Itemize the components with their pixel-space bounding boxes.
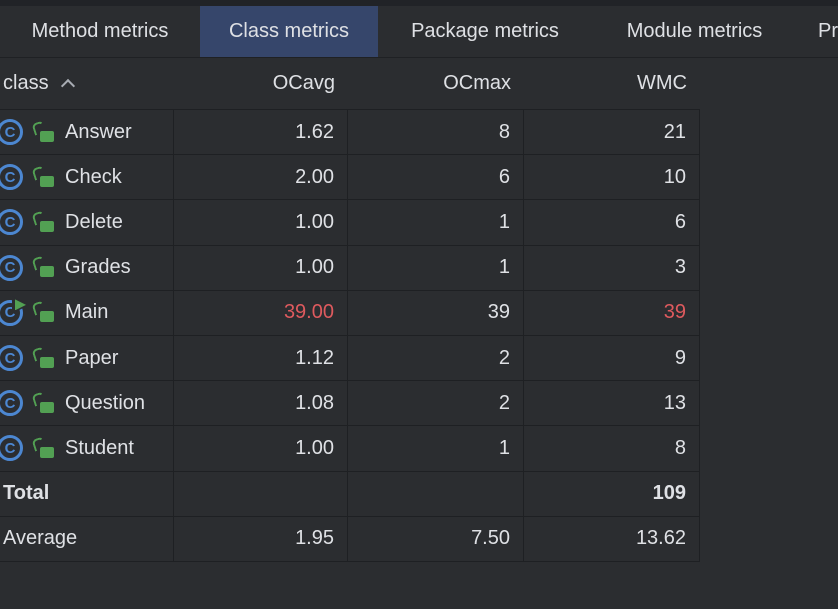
ocavg-value-cell: 1.00: [174, 200, 348, 245]
open-lock-icon: [33, 257, 54, 278]
table-row[interactable]: C Main 39.00 39 39: [0, 290, 700, 336]
ocavg-value-cell: 1.12: [174, 335, 348, 381]
column-header-ocmax[interactable]: OCmax: [443, 72, 511, 94]
ocavg-value-cell: 2.00: [174, 155, 348, 200]
class-name-cell: C Grades: [0, 245, 174, 290]
ocmax-value-cell: 6: [348, 155, 524, 200]
wmc-summary-cell: 13.62: [524, 516, 700, 561]
class-metrics-table: class OCavg OCmax WMC C Answer 1.62 8 21…: [0, 58, 700, 562]
ocavg-summary-cell: [174, 471, 348, 516]
class-icon: C: [0, 119, 23, 146]
summary-row[interactable]: Total 109: [0, 471, 700, 517]
ocavg-value-cell: 1.62: [174, 110, 348, 155]
wmc-value-cell: 9: [524, 335, 700, 381]
wmc-value-cell: 3: [524, 245, 700, 290]
class-name-label: Student: [65, 436, 134, 459]
ocmax-value-cell: 39: [348, 290, 524, 335]
metrics-tab-bar: Method metrics Class metrics Package met…: [0, 6, 838, 58]
table-summary: Total 109 Average 1.95 7.50 13.62: [0, 471, 700, 562]
ocavg-value-cell: 1.08: [174, 381, 348, 426]
tab-method-metrics[interactable]: Method metrics: [31, 20, 169, 42]
table-row[interactable]: C Question 1.08 2 13: [0, 381, 700, 427]
open-lock-icon: [33, 212, 54, 233]
summary-row[interactable]: Average 1.95 7.50 13.62: [0, 516, 700, 562]
wmc-value-cell: 6: [524, 200, 700, 245]
open-lock-icon: [33, 167, 54, 188]
summary-label: Total: [3, 482, 50, 505]
window-top-edge: [0, 0, 838, 6]
open-lock-icon: [33, 122, 54, 143]
table-row[interactable]: C Grades 1.00 1 3: [0, 245, 700, 291]
class-name-label: Delete: [65, 210, 123, 233]
ocavg-value-cell: 1.00: [174, 245, 348, 290]
class-icon: C: [0, 295, 29, 326]
class-icon: C: [0, 435, 23, 462]
table-row[interactable]: C Answer 1.62 8 21: [0, 110, 700, 156]
class-name-cell: C Check: [0, 155, 174, 200]
ocavg-summary-cell: 1.95: [174, 516, 348, 561]
class-icon: C: [0, 345, 23, 372]
class-icon: C: [0, 254, 23, 281]
ocavg-value-cell: 1.00: [174, 426, 348, 471]
ocmax-summary-cell: [348, 471, 524, 516]
class-name-cell: C Delete: [0, 200, 174, 245]
tab-class-metrics[interactable]: Class metrics: [200, 6, 378, 57]
open-lock-icon: [33, 438, 54, 459]
tab-package-metrics[interactable]: Package metrics: [411, 20, 559, 42]
ocmax-value-cell: 2: [348, 381, 524, 426]
ocmax-value-cell: 1: [348, 245, 524, 290]
ocmax-value-cell: 1: [348, 200, 524, 245]
column-header-wmc[interactable]: WMC: [637, 72, 687, 94]
class-icon: C: [0, 164, 23, 191]
column-header-class[interactable]: class: [0, 72, 174, 95]
ocavg-value-cell: 39.00: [174, 290, 348, 335]
table-row[interactable]: C Delete 1.00 1 6: [0, 200, 700, 246]
summary-label-cell: Average: [0, 516, 174, 561]
table-row[interactable]: C Paper 1.12 2 9: [0, 335, 700, 382]
column-header-class-label: class: [3, 72, 49, 94]
class-icon: C: [0, 390, 23, 417]
class-name-cell: C Question: [0, 381, 174, 426]
ocmax-value-cell: 1: [348, 426, 524, 471]
ocmax-summary-cell: 7.50: [348, 516, 524, 561]
wmc-value-cell: 10: [524, 155, 700, 200]
class-icon: C: [0, 209, 23, 236]
open-lock-icon: [33, 302, 54, 323]
wmc-summary-cell: 109: [524, 471, 700, 516]
summary-label-cell: Total: [0, 471, 174, 516]
wmc-value-cell: 21: [524, 110, 700, 155]
class-name-label: Question: [65, 391, 146, 414]
ocmax-value-cell: 2: [348, 335, 524, 381]
table-body: C Answer 1.62 8 21 C Check 2.00 6 10: [0, 110, 700, 472]
ocmax-value-cell: 8: [348, 110, 524, 155]
column-header-ocavg[interactable]: OCavg: [272, 72, 335, 94]
class-name-cell: C Main: [0, 290, 174, 335]
class-name-label: Paper: [65, 346, 119, 369]
open-lock-icon: [33, 348, 54, 369]
class-name-cell: C Answer: [0, 110, 174, 155]
class-name-label: Main: [65, 301, 109, 324]
tab-project-metrics-truncated[interactable]: Pr: [818, 20, 838, 42]
open-lock-icon: [33, 393, 54, 414]
wmc-value-cell: 8: [524, 426, 700, 471]
class-name-label: Check: [65, 165, 122, 188]
sort-ascending-icon: [60, 78, 75, 94]
run-badge-icon: [12, 295, 29, 314]
wmc-value-cell: 39: [524, 290, 700, 335]
class-name-label: Grades: [65, 256, 131, 279]
table-header-row: class OCavg OCmax WMC: [0, 58, 700, 110]
summary-label: Average: [3, 527, 78, 550]
class-name-label: Answer: [65, 120, 132, 143]
table-row[interactable]: C Check 2.00 6 10: [0, 155, 700, 201]
class-name-cell: C Paper: [0, 335, 174, 381]
table-row[interactable]: C Student 1.00 1 8: [0, 426, 700, 472]
class-name-cell: C Student: [0, 426, 174, 471]
wmc-value-cell: 13: [524, 381, 700, 426]
tab-module-metrics[interactable]: Module metrics: [626, 20, 763, 42]
